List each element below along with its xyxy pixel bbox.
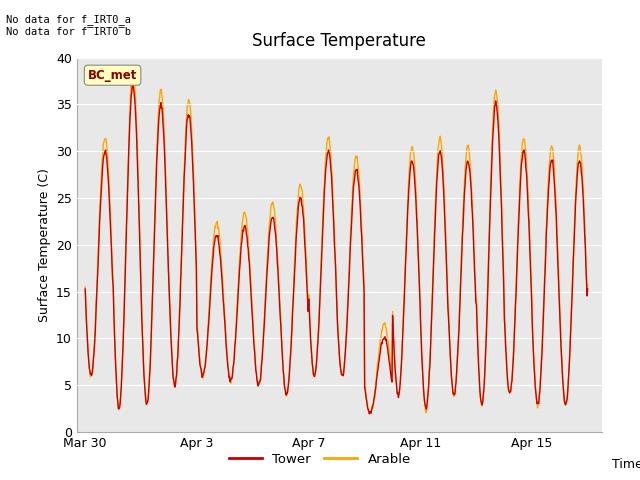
Legend: Tower, Arable: Tower, Arable <box>223 447 417 471</box>
Text: BC_met: BC_met <box>88 69 138 82</box>
Text: No data for f_IRT0_a
No data for f̅IRT0̅b: No data for f_IRT0_a No data for f̅IRT0̅… <box>6 14 131 37</box>
Title: Surface Temperature: Surface Temperature <box>252 33 426 50</box>
Y-axis label: Surface Temperature (C): Surface Temperature (C) <box>38 168 51 322</box>
Text: Time: Time <box>612 458 640 471</box>
